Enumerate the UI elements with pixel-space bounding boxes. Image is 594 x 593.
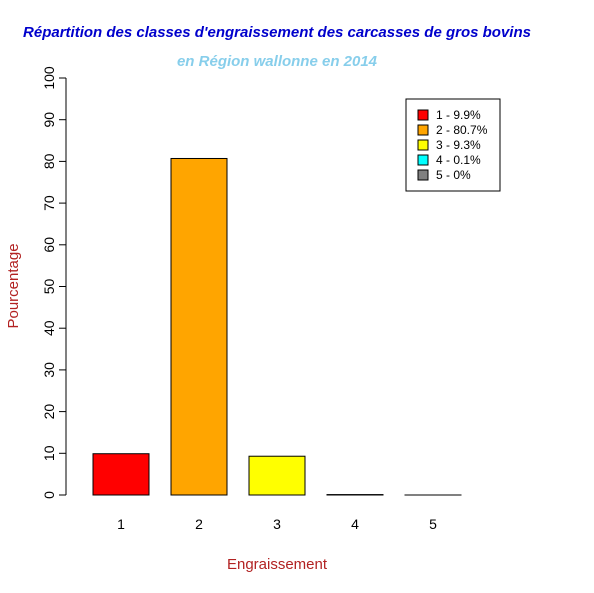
x-tick-label: 1 <box>117 516 125 532</box>
y-tick-label: 20 <box>41 404 57 420</box>
bar-1 <box>92 453 150 496</box>
legend: 1 - 9.9%2 - 80.7%3 - 9.3%4 - 0.1%5 - 0% <box>405 98 501 192</box>
y-tick-label: 10 <box>41 445 57 461</box>
legend-swatch-2 <box>417 124 429 136</box>
legend-label: 2 - 80.7% <box>436 123 488 137</box>
bar-2 <box>170 157 228 496</box>
legend-swatch-4 <box>417 154 429 166</box>
y-tick-label: 30 <box>41 362 57 378</box>
y-tick-label: 40 <box>41 320 57 336</box>
chart-subtitle: en Région wallonne en 2014 <box>177 53 378 70</box>
bars <box>92 157 462 496</box>
chart-title: Répartition des classes d'engraissement … <box>23 24 531 41</box>
y-tick-label: 60 <box>41 237 57 253</box>
legend-label: 3 - 9.3% <box>436 138 481 152</box>
x-tick-label: 5 <box>429 516 437 532</box>
x-tick-label: 2 <box>195 516 203 532</box>
legend-label: 1 - 9.9% <box>436 108 481 122</box>
legend-label: 4 - 0.1% <box>436 153 481 167</box>
y-tick-label: 50 <box>41 279 57 295</box>
x-axis-label: Engraissement <box>227 556 328 573</box>
y-axis: 0 10 20 30 40 50 60 70 80 90 100 <box>41 66 67 499</box>
legend-swatch-1 <box>417 109 429 121</box>
y-tick-label: 90 <box>41 112 57 128</box>
x-tick-labels: 1 2 3 4 5 <box>117 516 437 532</box>
y-tick-label: 80 <box>41 153 57 169</box>
x-tick-label: 4 <box>351 516 359 532</box>
y-tick-label: 0 <box>41 491 57 499</box>
legend-label: 5 - 0% <box>436 168 471 182</box>
y-axis-label: Pourcentage <box>5 243 22 328</box>
legend-swatch-3 <box>417 139 429 151</box>
bar-3 <box>248 455 306 496</box>
x-tick-label: 3 <box>273 516 281 532</box>
legend-swatch-5 <box>417 169 429 181</box>
y-tick-label: 100 <box>41 66 57 90</box>
y-tick-label: 70 <box>41 195 57 211</box>
